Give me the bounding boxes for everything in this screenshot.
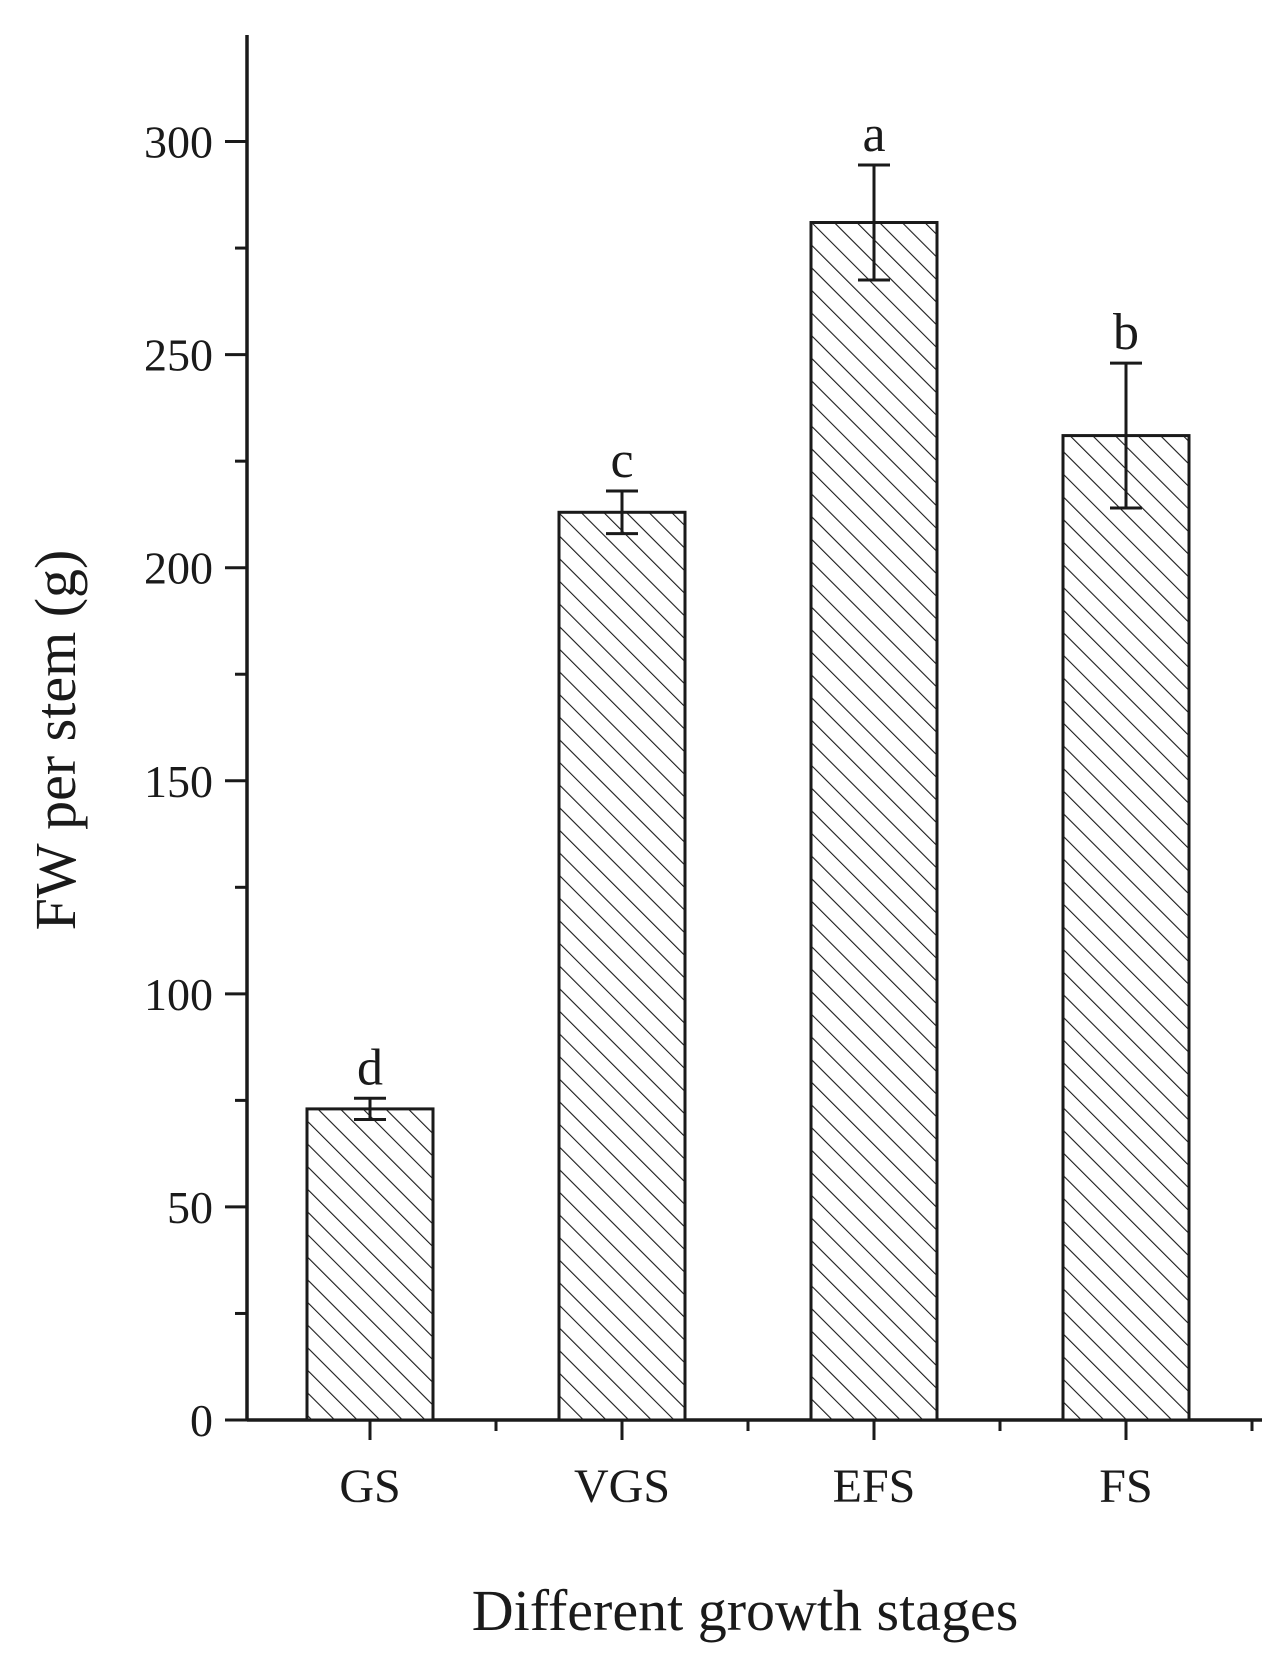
y-tick-label: 100 xyxy=(144,969,213,1020)
y-tick-label: 250 xyxy=(144,330,213,381)
bar xyxy=(1061,434,1191,1422)
significance-letter: d xyxy=(357,1039,383,1096)
y-tick-label: 150 xyxy=(144,756,213,807)
y-tick-label: 0 xyxy=(190,1395,213,1446)
y-axis-title: FW per stem (g) xyxy=(23,550,88,931)
x-tick-label: VGS xyxy=(574,1460,670,1513)
x-tick-label: FS xyxy=(1099,1460,1152,1513)
significance-letter: b xyxy=(1113,304,1139,361)
y-tick-label: 50 xyxy=(167,1182,213,1233)
bar xyxy=(809,221,939,1422)
y-tick-label: 200 xyxy=(144,543,213,594)
significance-letter: c xyxy=(610,432,633,489)
x-tick-label: GS xyxy=(339,1460,400,1513)
bar xyxy=(305,1107,435,1422)
x-axis-title: Different growth stages xyxy=(472,1578,1019,1643)
labels: 0 50 100 150 200 250 300 d GS c VGS a EFS b FS xyxy=(144,106,1153,1513)
significance-letter: a xyxy=(862,106,885,163)
y-tick-label: 300 xyxy=(144,117,213,168)
error-bars xyxy=(354,163,1142,1122)
bar xyxy=(557,510,687,1422)
x-tick-label: EFS xyxy=(833,1460,916,1513)
bars xyxy=(305,221,1191,1422)
